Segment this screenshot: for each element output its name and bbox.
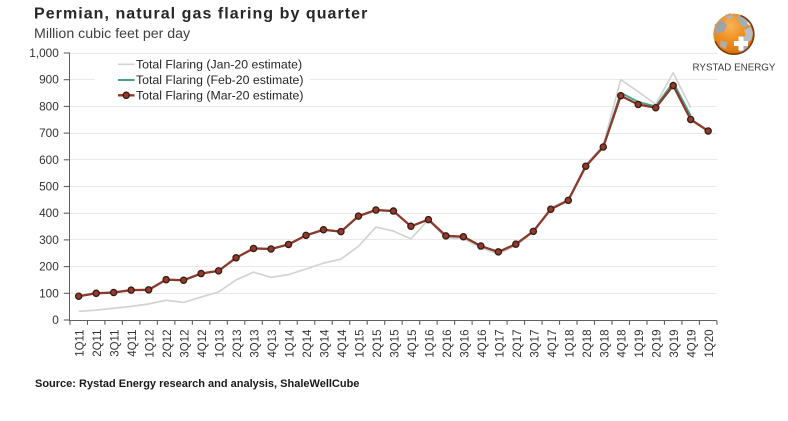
svg-text:2Q11: 2Q11 (92, 330, 104, 357)
svg-text:1Q14: 1Q14 (285, 329, 297, 358)
svg-text:4Q14: 4Q14 (337, 329, 349, 358)
svg-text:1Q15: 1Q15 (354, 330, 366, 358)
svg-text:3Q16: 3Q16 (459, 330, 471, 358)
svg-text:RYSTAD ENERGY: RYSTAD ENERGY (693, 63, 776, 74)
svg-text:4Q11: 4Q11 (127, 330, 139, 357)
svg-text:2Q12: 2Q12 (162, 330, 174, 358)
svg-text:1Q11: 1Q11 (75, 330, 87, 357)
svg-text:1,000: 1,000 (29, 46, 59, 60)
svg-text:2Q17: 2Q17 (512, 330, 524, 358)
svg-text:1Q12: 1Q12 (145, 330, 157, 358)
svg-text:4Q12: 4Q12 (197, 330, 209, 358)
svg-text:4Q15: 4Q15 (407, 330, 419, 358)
svg-text:0: 0 (52, 313, 59, 327)
svg-text:3Q13: 3Q13 (250, 330, 262, 358)
svg-text:300: 300 (39, 233, 59, 247)
svg-text:100: 100 (39, 286, 59, 300)
svg-text:Source: Rystad Energy research: Source: Rystad Energy research and analy… (35, 378, 359, 390)
svg-text:Permian, natural gas flaring b: Permian, natural gas flaring by quarter (34, 6, 368, 23)
svg-text:4Q16: 4Q16 (477, 329, 489, 357)
svg-text:2Q15: 2Q15 (372, 330, 384, 358)
svg-text:3Q14: 3Q14 (319, 329, 331, 358)
svg-text:600: 600 (39, 153, 59, 167)
svg-text:500: 500 (39, 180, 59, 194)
svg-text:700: 700 (39, 126, 59, 140)
svg-text:4Q19: 4Q19 (687, 330, 699, 358)
svg-text:1Q19: 1Q19 (634, 330, 646, 358)
svg-text:Total Flaring (Jan-20 estimate: Total Flaring (Jan-20 estimate) (136, 57, 302, 71)
svg-text:Total Flaring (Mar-20 estimate: Total Flaring (Mar-20 estimate) (136, 88, 303, 102)
svg-text:1Q16: 1Q16 (424, 330, 436, 358)
svg-text:1Q17: 1Q17 (494, 329, 506, 357)
svg-text:2Q16: 2Q16 (442, 330, 454, 358)
svg-text:3Q18: 3Q18 (599, 330, 611, 358)
svg-text:2Q13: 2Q13 (232, 330, 244, 358)
svg-text:3Q12: 3Q12 (180, 330, 192, 358)
svg-text:900: 900 (39, 73, 59, 87)
svg-text:4Q13: 4Q13 (267, 330, 279, 358)
svg-text:2Q14: 2Q14 (302, 329, 314, 358)
svg-text:2Q19: 2Q19 (652, 330, 664, 358)
svg-text:400: 400 (39, 206, 59, 220)
svg-text:2Q18: 2Q18 (582, 330, 594, 358)
svg-text:3Q17: 3Q17 (529, 330, 541, 358)
svg-text:1Q18: 1Q18 (564, 330, 576, 358)
svg-text:800: 800 (39, 99, 59, 113)
svg-text:1Q20: 1Q20 (704, 330, 716, 358)
svg-text:200: 200 (39, 260, 59, 274)
svg-text:3Q15: 3Q15 (389, 330, 401, 358)
svg-text:Total Flaring (Feb-20 estimate: Total Flaring (Feb-20 estimate) (136, 73, 303, 87)
svg-text:Million cubic feet per day: Million cubic feet per day (34, 26, 191, 42)
svg-text:1Q13: 1Q13 (215, 330, 227, 358)
svg-text:4Q18: 4Q18 (617, 330, 629, 358)
svg-text:3Q19: 3Q19 (669, 330, 681, 358)
svg-text:4Q17: 4Q17 (547, 330, 559, 358)
svg-text:3Q11: 3Q11 (110, 330, 122, 357)
